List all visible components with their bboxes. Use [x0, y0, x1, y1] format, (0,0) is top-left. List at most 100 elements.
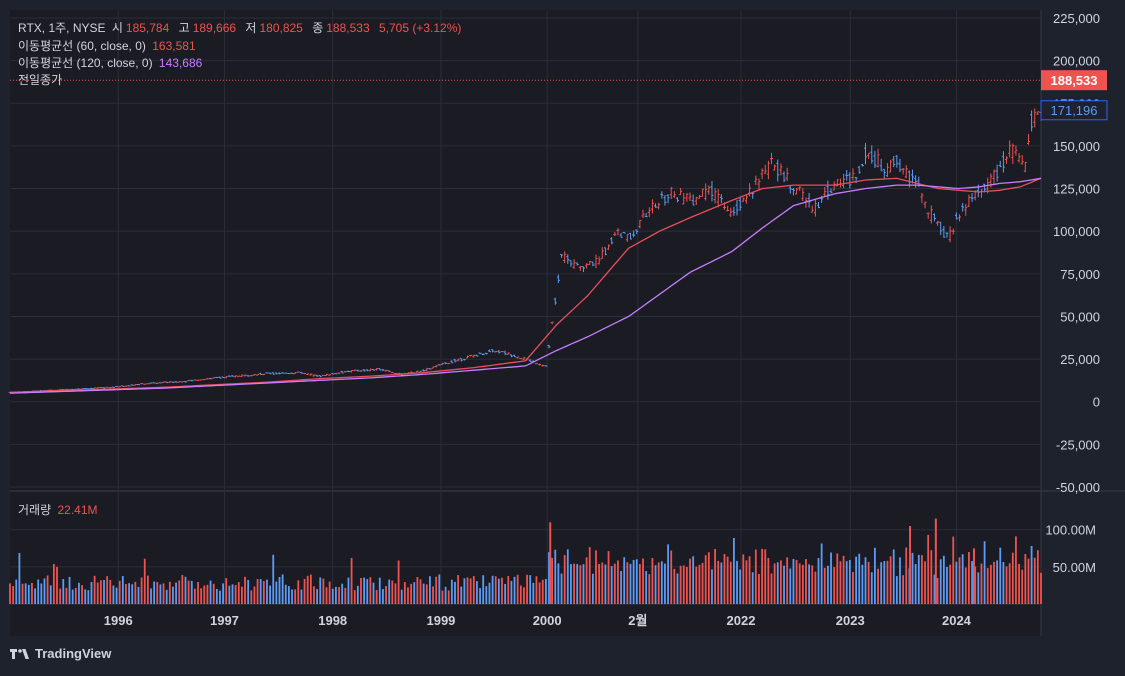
volume-bar: [103, 579, 105, 604]
volume-bar: [977, 572, 980, 604]
volume-bar: [193, 588, 196, 604]
volume-bar: [231, 584, 234, 604]
volume-bar: [707, 552, 710, 604]
volume-bar: [955, 561, 958, 604]
volume-bar: [770, 573, 773, 604]
volume-bar: [172, 586, 174, 604]
volume-bar: [125, 584, 127, 604]
volume-bar: [588, 547, 591, 604]
volume-bar: [99, 580, 102, 604]
volume-bar: [106, 576, 109, 604]
volume-bar: [84, 589, 87, 604]
volume-bar: [723, 553, 726, 604]
volume-bar: [870, 572, 873, 604]
volume-bar: [65, 587, 68, 604]
volume-bar: [767, 557, 770, 604]
volume-bar: [798, 563, 801, 604]
prev-close-badge-label: 188,533: [1051, 73, 1098, 88]
volume-bar: [81, 585, 83, 604]
volume-bar: [488, 582, 491, 604]
volume-bar: [952, 536, 955, 604]
volume-bar: [288, 586, 290, 604]
volume-bar: [867, 561, 870, 604]
volume-bar: [476, 581, 478, 604]
volume-bar: [203, 585, 206, 604]
volume-bar: [444, 586, 447, 604]
volume-bar: [720, 562, 723, 604]
y-tick-label: 225,000: [1053, 11, 1100, 26]
prev-close-badge[interactable]: [1041, 70, 1107, 91]
volume-bar: [328, 581, 331, 604]
volume-bar: [689, 558, 691, 604]
volume-spike-bar: [909, 526, 912, 604]
volume-bar: [353, 590, 356, 604]
volume-bar: [140, 577, 143, 604]
ma120-line[interactable]: [9, 177, 1042, 394]
volume-bar: [704, 555, 707, 604]
volume-bar: [303, 578, 306, 604]
x-tick-label: 2023: [836, 613, 865, 628]
volume-bar: [378, 577, 381, 604]
volume-bar: [942, 555, 945, 604]
legend-prev-close-row: 전일종가: [18, 71, 65, 88]
y-tick-label: 125,000: [1053, 182, 1100, 197]
volume-bar: [601, 562, 604, 604]
y-tick-label: 75,000: [1060, 267, 1100, 282]
volume-bar: [820, 543, 823, 604]
volume-bar: [134, 581, 137, 604]
volume-bar: [917, 554, 920, 604]
volume-bar: [839, 561, 842, 604]
volume-bar: [660, 561, 663, 604]
tradingview-brand[interactable]: TradingView: [10, 646, 111, 661]
volume-bar: [209, 580, 212, 604]
volume-bar: [18, 552, 21, 604]
volume-bar: [219, 590, 221, 604]
volume-bar: [717, 560, 720, 604]
volume-bar: [266, 579, 268, 604]
volume-bar: [1036, 550, 1039, 604]
current-price-badge-label: 171,196: [1051, 103, 1098, 118]
volume-bar: [930, 550, 933, 604]
legend-ma60-row[interactable]: 이동평균선 (60, close, 0) 163,581: [18, 37, 199, 54]
volume-bar: [642, 558, 644, 604]
volume-bar: [56, 566, 58, 604]
volume-bar: [773, 563, 776, 604]
volume-bar: [432, 586, 434, 604]
volume-bar: [162, 583, 165, 604]
volume-bar: [43, 578, 46, 604]
volume-bar: [921, 555, 923, 604]
volume-bar: [74, 587, 77, 604]
volume-tick-label: 100.00M: [1045, 523, 1096, 538]
volume-bar: [692, 556, 695, 604]
volume-bar: [316, 589, 319, 604]
volume-bar: [623, 557, 626, 604]
volume-bar: [902, 575, 905, 604]
y-tick-label: 0: [1093, 395, 1100, 410]
current-price-badge[interactable]: [1040, 100, 1108, 121]
volume-bar: [460, 586, 463, 604]
volume-bar: [27, 584, 30, 604]
volume-bar: [309, 574, 312, 604]
volume-bar: [297, 580, 300, 604]
volume-bar: [726, 556, 729, 604]
volume-bar: [758, 573, 760, 604]
volume-bar: [830, 552, 832, 604]
volume-legend-row[interactable]: 거래량 22.41M: [18, 501, 101, 518]
y-tick-label: 100,000: [1053, 224, 1100, 239]
volume-bar: [187, 580, 190, 604]
volume-bar: [664, 563, 666, 604]
legend-ma120-row[interactable]: 이동평균선 (120, close, 0) 143,686: [18, 54, 205, 71]
volume-bar: [281, 574, 284, 604]
brand-label: TradingView: [35, 646, 112, 661]
volume-bar: [200, 588, 203, 604]
legend-ma60-value: 163,581: [152, 39, 196, 53]
ma60-line[interactable]: [9, 177, 1042, 393]
volume-bar: [989, 564, 992, 604]
volume-bar: [905, 547, 908, 604]
volume-bar: [382, 589, 384, 604]
volume-bar: [300, 589, 303, 604]
volume-bar: [466, 577, 469, 604]
volume-bar: [996, 560, 999, 604]
volume-bar: [845, 561, 848, 604]
volume-bar: [175, 582, 177, 604]
